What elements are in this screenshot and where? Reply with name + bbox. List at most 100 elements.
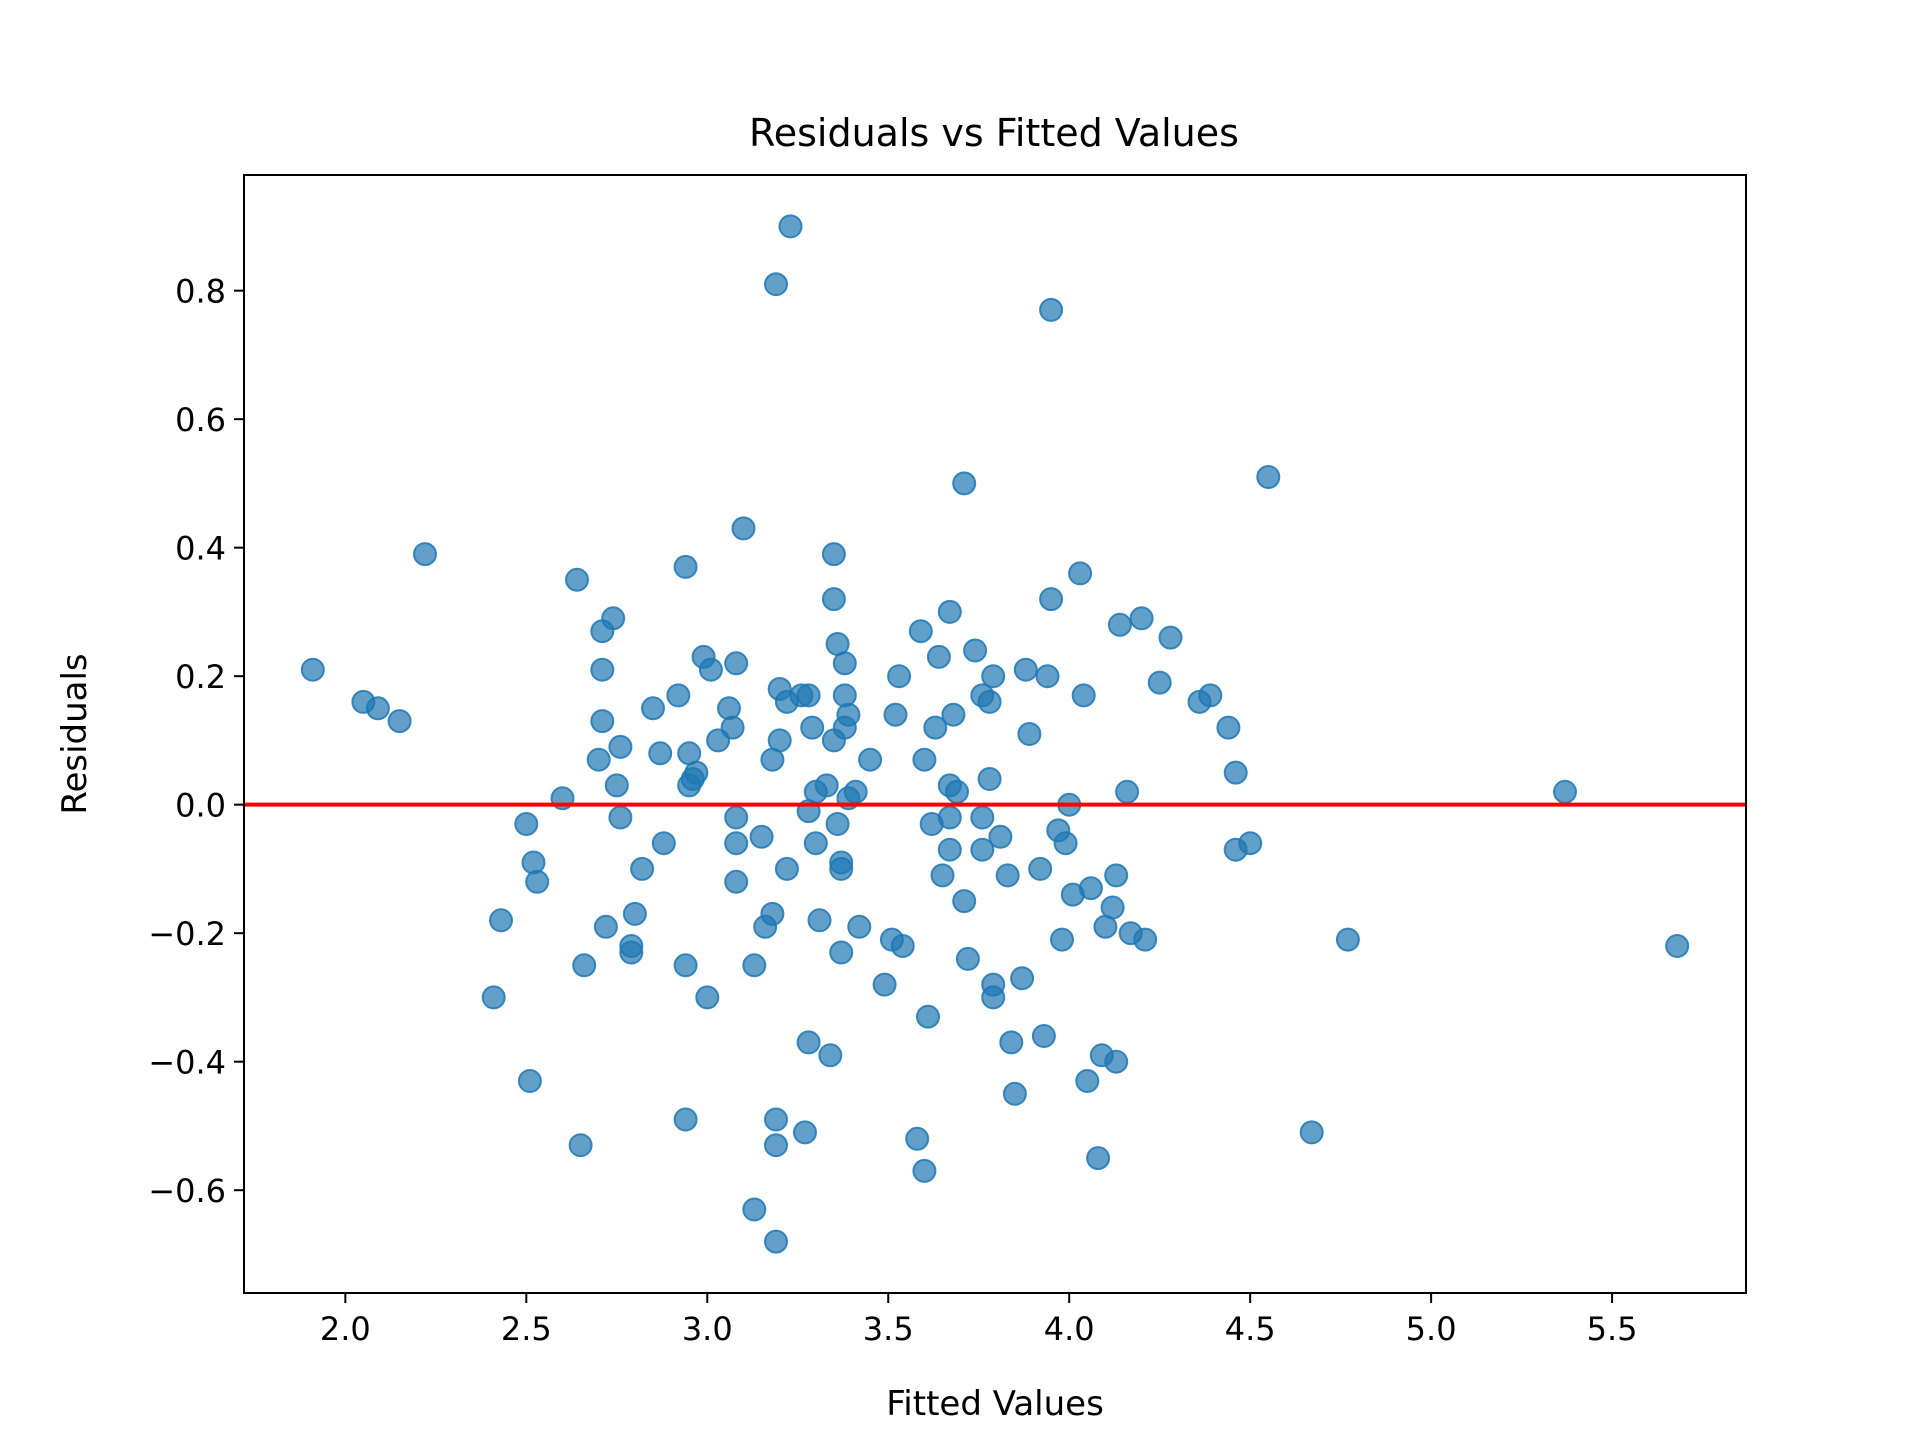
data-point [800,715,825,740]
data-point [916,1004,940,1029]
data-point [963,638,988,663]
data-point [977,767,1002,791]
data-point [622,901,647,926]
data-point [568,1133,593,1158]
data-point [684,760,709,785]
data-point [843,779,868,804]
data-point [832,683,857,708]
data-point [572,953,597,978]
data-point [1216,715,1241,740]
y-tick-label: 0.6 [175,401,226,439]
data-point [1031,1024,1056,1048]
data-point [995,863,1020,888]
data-point [648,741,673,766]
data-point [387,709,412,734]
data-point [1335,927,1360,952]
data-point [937,837,962,862]
data-point [604,773,629,798]
data-point [807,908,832,933]
plot-area-frame [243,174,1747,1294]
data-point [1133,927,1158,952]
data-point [565,567,589,592]
data-point [887,664,912,689]
data-point [814,773,839,798]
data-point [847,914,872,939]
y-tick-label: 0.8 [175,273,226,311]
data-point [1035,664,1060,689]
data-point [724,831,749,856]
x-axis-ticks: 2.0 2.5 3.0 3.5 4.0 4.5 5.0 5.5 [320,1293,1638,1348]
data-point [413,542,437,567]
data-point [749,824,774,849]
data-point [908,619,933,644]
data-point [1104,1049,1129,1074]
data-point [608,734,633,759]
data-point [641,696,665,721]
data-point [481,985,506,1010]
data-point [300,657,325,682]
data-point [764,272,788,297]
data-point [1129,606,1154,631]
data-point [774,856,799,881]
data-point [601,606,626,631]
data-point [1050,927,1074,952]
data-point [521,850,546,875]
data-point [977,689,1002,714]
data-point [937,599,962,624]
data-point [1086,1146,1111,1171]
chart-title: Residuals vs Fitted Values [749,111,1239,155]
x-tick-label: 3.5 [863,1310,914,1348]
data-point [821,542,846,567]
data-point [695,985,720,1010]
data-point [796,1030,821,1055]
data-point [666,683,691,708]
data-point [981,664,1006,689]
data-point [724,869,749,894]
x-tick-label: 4.0 [1044,1310,1095,1348]
data-point [890,934,915,958]
data-point [825,812,850,836]
data-point [764,1133,788,1158]
data-point [1115,779,1140,804]
data-point [1665,934,1690,958]
data-point [1078,876,1103,901]
data-point [793,1120,817,1145]
data-point [764,1229,788,1254]
data-point [717,696,741,721]
data-point [365,696,390,721]
data-point [836,702,861,727]
data-point [673,554,698,579]
data-point [760,901,785,926]
data-point [590,657,615,682]
y-tick-label: 0.0 [175,787,226,825]
data-point [630,856,655,881]
x-tick-label: 5.5 [1587,1310,1638,1348]
data-point [525,869,550,894]
data-point [945,779,969,804]
data-point [619,940,644,965]
y-tick-label: −0.6 [148,1172,226,1210]
data-point [1053,831,1078,856]
data-point [1256,465,1281,489]
data-point [796,683,821,708]
data-point [1071,683,1096,708]
x-tick-label: 5.0 [1406,1310,1457,1348]
y-tick-label: 0.4 [175,530,226,568]
x-axis-label: Fitted Values [886,1384,1104,1424]
x-tick-label: 2.0 [320,1310,371,1348]
data-point [952,889,977,914]
y-axis-label: Residuals [55,653,95,814]
data-point [514,812,539,836]
data-point [1017,722,1042,746]
data-point [970,837,995,862]
data-point [1013,657,1038,682]
data-point [1039,587,1064,612]
data-point [818,1043,843,1068]
data-point [742,1197,767,1222]
data-point [821,587,846,612]
data-point [724,651,749,676]
data-point [651,831,676,856]
data-point [1238,831,1263,856]
data-point [832,651,857,676]
data-point [1104,863,1129,888]
